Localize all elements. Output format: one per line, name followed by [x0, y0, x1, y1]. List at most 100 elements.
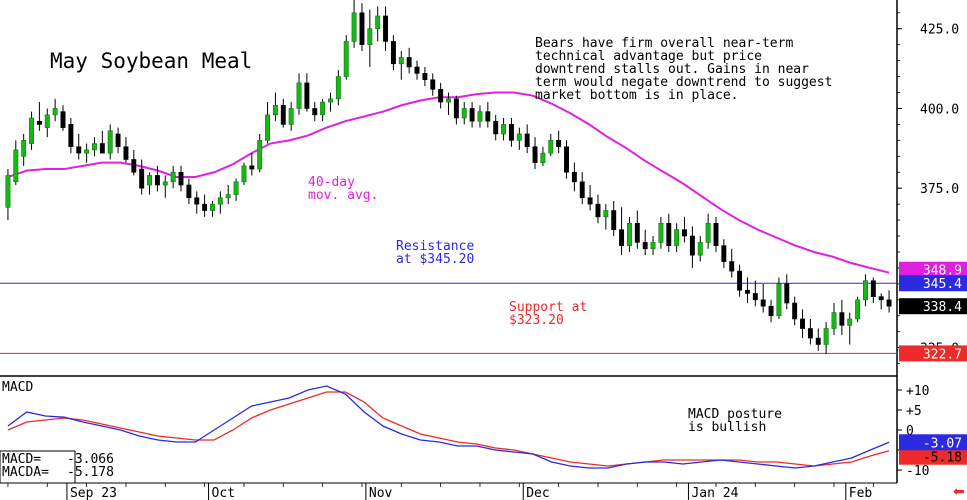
candle-body-down — [839, 312, 845, 326]
candle-body-down — [115, 133, 121, 148]
candle-body-down — [280, 104, 286, 125]
commentary: Bears have firm overall near-term techni… — [535, 36, 832, 103]
month-label: Jan 24 — [691, 486, 738, 500]
candle — [540, 146, 546, 166]
candle-body-down — [493, 120, 499, 135]
candle — [697, 236, 703, 262]
candle — [52, 98, 58, 122]
month-label: Feb — [849, 486, 873, 500]
candle — [225, 185, 231, 205]
ma-box: 348.9 — [899, 261, 967, 279]
candle-body-down — [438, 89, 444, 103]
candle-body-up — [446, 98, 451, 103]
macd-annotation: MACD posture — [688, 407, 782, 422]
candle — [446, 92, 451, 115]
candle — [60, 105, 66, 131]
candle-body-up — [288, 108, 294, 125]
candle — [304, 73, 310, 112]
candle-body-up — [351, 12, 357, 42]
candle — [272, 92, 278, 122]
scroll-left-icon[interactable]: ⬅ — [953, 484, 965, 500]
macd-readout: MACD= -3.066 MACDA= -5.178 — [0, 450, 114, 484]
price-tick-label: 375.0 — [920, 182, 959, 197]
candle-body-up — [272, 104, 278, 116]
candle-body-down — [249, 165, 255, 170]
candle-body-up — [697, 242, 703, 256]
candle — [414, 60, 420, 80]
candle-body-up — [5, 175, 11, 208]
candle — [626, 216, 632, 252]
macd-tick-label: +5 — [906, 404, 922, 419]
candle-body-down — [792, 302, 798, 320]
candle-body-up — [501, 124, 507, 135]
ma-label: mov. avg. — [308, 188, 378, 203]
candle-body-up — [84, 149, 90, 154]
candle-body-down — [737, 270, 743, 291]
candle-body-down — [186, 184, 192, 199]
candle-body-up — [29, 117, 34, 144]
candle-body-down — [579, 181, 585, 199]
candle-body-up — [210, 203, 215, 211]
candle — [878, 293, 884, 310]
candle — [115, 127, 121, 154]
candle — [579, 172, 585, 205]
candle — [469, 102, 475, 128]
macd-box-bg — [899, 434, 967, 451]
candle-body-up — [650, 242, 656, 250]
support-box-bg — [899, 345, 967, 362]
candle-body-up — [44, 114, 50, 128]
macd-tick-label: 0 — [906, 424, 914, 439]
candle — [642, 229, 648, 256]
candle — [556, 130, 562, 154]
candle-body-up — [847, 318, 853, 326]
candle — [312, 102, 318, 122]
candle-body-down — [178, 171, 184, 186]
candle — [398, 51, 404, 80]
candle-body-down — [194, 197, 200, 205]
candle-body-down — [430, 79, 436, 90]
commentary-line: Bears have firm overall near-term — [535, 36, 793, 51]
candle-body-down — [508, 124, 514, 141]
candle-body-down — [611, 210, 617, 230]
candle-body-down — [304, 82, 310, 109]
price-tick-label: 425.0 — [920, 23, 959, 38]
candle-body-up — [13, 149, 19, 183]
candle — [154, 165, 160, 192]
candle-body-up — [107, 130, 113, 154]
candle — [674, 223, 680, 252]
candle — [36, 102, 42, 131]
month-label: Sep 23 — [70, 486, 117, 500]
candle — [815, 328, 821, 351]
candle — [257, 133, 263, 173]
candle — [461, 102, 467, 125]
candle-body-down — [768, 305, 774, 317]
candle-body-up — [658, 222, 664, 243]
readout-label: MACDA= — [2, 465, 49, 480]
candle — [611, 200, 617, 237]
candle — [383, 6, 389, 52]
candle-body-up — [92, 143, 97, 151]
candle — [729, 248, 735, 278]
commentary-line: technical advantage but price — [535, 49, 762, 64]
candle-body-up — [823, 328, 829, 345]
macd-box: -3.07 — [899, 434, 967, 451]
support-label: Support at — [509, 300, 587, 315]
candle — [784, 274, 790, 310]
candle — [453, 95, 459, 125]
candle — [705, 213, 711, 249]
candle — [658, 216, 664, 249]
support-box-text: 322.7 — [923, 347, 962, 362]
candle-body-up — [674, 229, 680, 246]
readout-value: -3.066 — [67, 452, 114, 467]
candle — [595, 194, 601, 224]
candle-body-down — [99, 143, 105, 154]
candle-body-down — [312, 108, 318, 116]
candle — [107, 124, 113, 160]
candle — [328, 92, 333, 112]
price-panel — [0, 0, 898, 484]
resistance-label: Resistance — [396, 239, 474, 254]
candle — [375, 6, 381, 42]
candle-body-down — [485, 111, 491, 122]
candle-body-down — [154, 175, 160, 186]
